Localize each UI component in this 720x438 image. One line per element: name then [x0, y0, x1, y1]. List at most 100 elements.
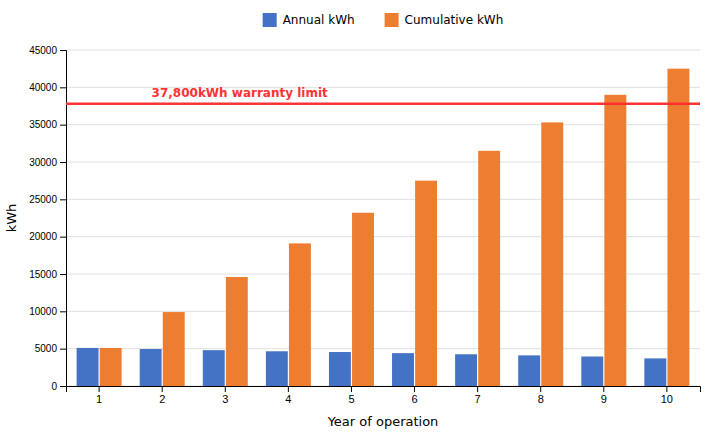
tick-label: 10000 [29, 306, 57, 317]
tick-label: 3 [222, 393, 228, 405]
bar [77, 348, 99, 386]
tick: 3 [222, 386, 228, 405]
tick-mark [60, 274, 66, 275]
chart: 0 5000 10000 15000 20000 25000 30000 35000 40000… [0, 0, 720, 438]
axis-domain [60, 51, 67, 387]
tick-mark [99, 386, 100, 392]
tick: 9 [601, 386, 607, 405]
tick-label: 4 [285, 393, 291, 405]
grid-line [66, 50, 700, 51]
tick-mark [60, 50, 66, 51]
tick-mark [60, 199, 66, 200]
x-axis-title: Year of operation [327, 414, 439, 429]
tick-label: 5000 [35, 343, 58, 354]
tick-label: 35000 [29, 119, 57, 130]
tick-label: 2 [159, 393, 165, 405]
tick-mark [60, 87, 66, 88]
tick-label: 30000 [29, 157, 57, 168]
tick-label: 1 [96, 393, 102, 405]
bar [478, 151, 500, 386]
tick-mark [477, 386, 478, 392]
tick: 30000 [29, 157, 66, 168]
legend-label: Cumulative kWh [405, 13, 504, 27]
y-axis: 0 5000 10000 15000 20000 25000 30000 35000 40000… [29, 45, 66, 392]
y-axis-title: kWh [4, 204, 19, 233]
tick: 10000 [29, 306, 66, 317]
tick-label: 7 [475, 393, 481, 405]
tick: 0 [51, 381, 66, 392]
tick: 2 [159, 386, 165, 405]
tick-mark [60, 237, 66, 238]
tick-mark [414, 386, 415, 392]
plot: 0 5000 10000 15000 20000 25000 30000 35000 40000… [29, 45, 700, 405]
tick-mark [60, 125, 66, 126]
warranty-line [66, 103, 700, 106]
tick-label: 8 [538, 393, 544, 405]
tick-label: 5 [348, 393, 354, 405]
bar [604, 95, 626, 386]
tick-label: 10 [661, 393, 673, 405]
marks [66, 69, 700, 386]
bar [289, 243, 311, 386]
tick-mark [60, 349, 66, 350]
tick: 8 [538, 386, 544, 405]
bar [352, 213, 374, 386]
legend-swatch [385, 13, 399, 27]
legend-label: Annual kWh [283, 13, 355, 27]
bar [415, 181, 437, 386]
tick: 40000 [29, 82, 66, 93]
tick-label: 0 [51, 381, 57, 392]
bar [266, 351, 288, 386]
bar [518, 355, 540, 386]
bar-series [100, 69, 690, 386]
bar [667, 69, 689, 386]
tick: 10 [661, 386, 673, 405]
bar [163, 312, 185, 386]
bar [226, 277, 248, 386]
x-axis: 1 2 3 4 5 6 7 8 9 10 [67, 386, 701, 405]
tick: 5000 [35, 343, 66, 354]
bar [100, 348, 122, 386]
tick-mark [351, 386, 352, 392]
bar [329, 352, 351, 386]
grid [66, 50, 700, 386]
tick-mark [666, 386, 667, 392]
legend-item: Annual kWh [263, 13, 355, 27]
bar [455, 354, 477, 386]
legend-swatch [263, 13, 277, 27]
tick-label: 20000 [29, 231, 57, 242]
tick-label: 6 [411, 393, 417, 405]
legend: Annual kWh Cumulative kWh [263, 13, 504, 27]
bar [541, 122, 563, 386]
tick-mark [288, 386, 289, 392]
tick-label: 9 [601, 393, 607, 405]
tick: 7 [475, 386, 481, 405]
annotation: 37,800kWh warranty limit [152, 86, 328, 100]
tick-label: 40000 [29, 82, 57, 93]
bar [644, 358, 666, 386]
tick-mark [60, 386, 66, 387]
tick: 6 [411, 386, 417, 405]
bar [581, 357, 603, 386]
bar [140, 349, 162, 386]
bar [203, 350, 225, 386]
tick: 15000 [29, 269, 66, 280]
tick-label: 25000 [29, 194, 57, 205]
tick: 25000 [29, 194, 66, 205]
bar [392, 353, 414, 386]
axis-domain [67, 387, 701, 393]
tick-mark [60, 162, 66, 163]
tick-label: 15000 [29, 269, 57, 280]
tick-mark [162, 386, 163, 392]
tick-mark [60, 311, 66, 312]
tick-mark [540, 386, 541, 392]
tick: 1 [96, 386, 102, 405]
tick-label: 45000 [29, 45, 57, 56]
tick-mark [225, 386, 226, 392]
tick: 20000 [29, 231, 66, 242]
tick: 4 [285, 386, 291, 405]
tick: 35000 [29, 119, 66, 130]
tick-mark [603, 386, 604, 392]
tick: 5 [348, 386, 354, 405]
tick: 45000 [29, 45, 66, 56]
